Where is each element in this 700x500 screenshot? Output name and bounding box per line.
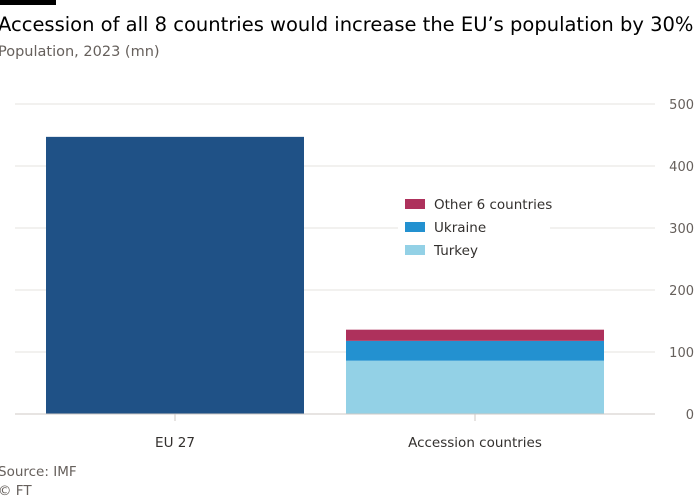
legend-label-other: Other 6 countries: [434, 197, 552, 213]
legend-label-turkey: Turkey: [433, 243, 478, 259]
bar-turkey: [346, 360, 604, 414]
source-note: Source: IMF: [0, 464, 77, 480]
y-tick-label: 400: [669, 160, 694, 175]
legend-swatch-other: [405, 199, 425, 209]
ft-top-rule: [0, 0, 56, 5]
chart-subtitle: Population, 2023 (mn): [0, 44, 160, 60]
bar-ukraine: [346, 340, 604, 361]
y-axis-ticks: 0 100 200 300 400 500: [669, 98, 694, 423]
bars: [46, 136, 604, 415]
legend-swatch-turkey: [405, 245, 425, 255]
bar-other: [346, 329, 604, 341]
credit: © FT: [0, 483, 32, 499]
x-category-label: Accession countries: [408, 435, 542, 451]
y-tick-label: 200: [669, 284, 694, 299]
chart-title: Accession of all 8 countries would incre…: [0, 13, 694, 36]
y-tick-label: 500: [669, 98, 694, 113]
x-category-label: EU 27: [155, 435, 195, 451]
bar-eu27: [46, 136, 304, 415]
y-tick-label: 0: [686, 408, 694, 423]
legend-swatch-ukraine: [405, 222, 425, 232]
legend: Other 6 countries Ukraine Turkey: [398, 193, 552, 263]
legend-label-ukraine: Ukraine: [434, 220, 486, 236]
x-axis: EU 27 Accession countries: [15, 413, 655, 451]
y-tick-label: 300: [669, 222, 694, 237]
chart-area: 0 100 200 300 400 500 EU 27 Accession countrie…: [15, 98, 694, 451]
y-tick-label: 100: [669, 346, 694, 361]
